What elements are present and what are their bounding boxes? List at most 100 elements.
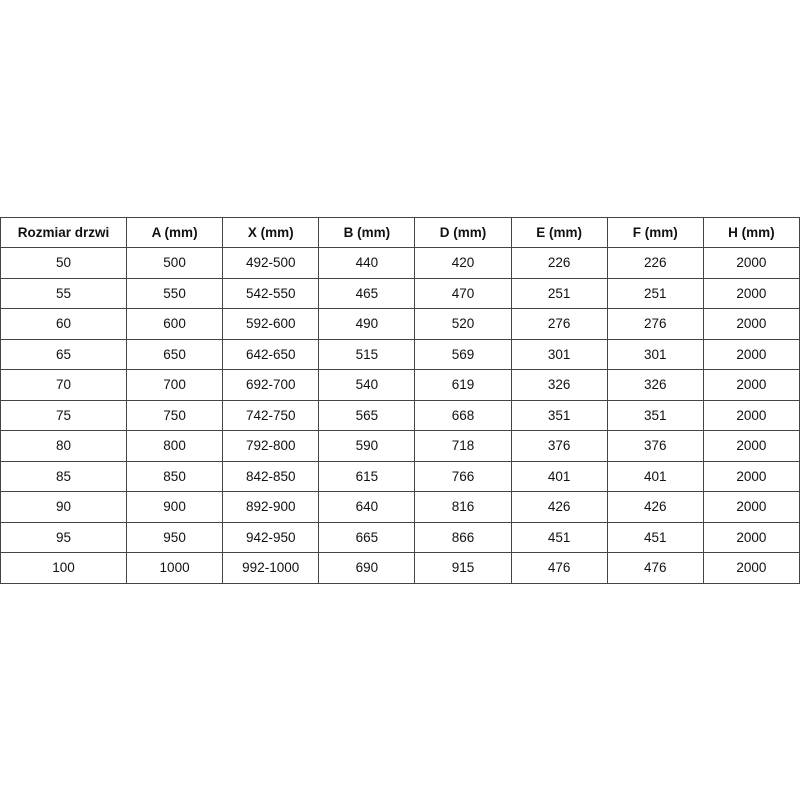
table-cell: 700 [125, 369, 224, 401]
table-cell: 550 [125, 277, 224, 309]
table-row: 90 900 892-900 640 816 426 426 2000 [0, 491, 800, 523]
table-cell: 590 [318, 430, 416, 462]
table-cell: 55 [0, 277, 127, 309]
table-cell: 351 [606, 399, 704, 431]
table-cell: 451 [606, 521, 704, 553]
table-cell: 2000 [702, 491, 800, 523]
table-cell: 226 [606, 247, 704, 279]
table-cell: 515 [318, 338, 416, 370]
table-cell: 520 [414, 308, 512, 340]
table-row: 95 950 942-950 665 866 451 451 2000 [0, 521, 800, 553]
table-cell: 376 [510, 430, 608, 462]
table-cell: 900 [125, 491, 224, 523]
column-header: D (mm) [414, 217, 512, 248]
table-row: 75 750 742-750 565 668 351 351 2000 [0, 399, 800, 431]
table-cell: 2000 [702, 430, 800, 462]
table-cell: 301 [606, 338, 704, 370]
table-cell: 668 [414, 399, 512, 431]
table-cell: 850 [125, 460, 224, 492]
column-header: X (mm) [222, 217, 320, 248]
table-cell: 569 [414, 338, 512, 370]
table-cell: 565 [318, 399, 416, 431]
table-cell: 2000 [702, 308, 800, 340]
table-cell: 251 [510, 277, 608, 309]
column-header: E (mm) [510, 217, 608, 248]
table-cell: 440 [318, 247, 416, 279]
table-cell: 100 [0, 552, 127, 584]
table-cell: 326 [606, 369, 704, 401]
table-cell: 276 [510, 308, 608, 340]
table-cell: 50 [0, 247, 127, 279]
table-cell: 500 [125, 247, 224, 279]
table-cell: 80 [0, 430, 127, 462]
table-cell: 426 [606, 491, 704, 523]
table-cell: 351 [510, 399, 608, 431]
table-cell: 2000 [702, 460, 800, 492]
header-row: Rozmiar drzwi A (mm) X (mm) B (mm) D (mm) E (… [0, 217, 800, 248]
table-cell: 85 [0, 460, 127, 492]
table-cell: 692-700 [222, 369, 320, 401]
table-cell: 465 [318, 277, 416, 309]
table-cell: 326 [510, 369, 608, 401]
table-cell: 90 [0, 491, 127, 523]
table-row: 100 1000 992-1000 690 915 476 476 2000 [0, 552, 800, 584]
table-cell: 65 [0, 338, 127, 370]
table-cell: 70 [0, 369, 127, 401]
table-cell: 301 [510, 338, 608, 370]
table-row: 80 800 792-800 590 718 376 376 2000 [0, 430, 800, 462]
table-cell: 866 [414, 521, 512, 553]
table-cell: 915 [414, 552, 512, 584]
table-cell: 276 [606, 308, 704, 340]
table-cell: 2000 [702, 521, 800, 553]
table-cell: 750 [125, 399, 224, 431]
table-cell: 476 [510, 552, 608, 584]
table-row: 55 550 542-550 465 470 251 251 2000 [0, 277, 800, 309]
table-cell: 476 [606, 552, 704, 584]
table-cell: 792-800 [222, 430, 320, 462]
table-cell: 942-950 [222, 521, 320, 553]
table-cell: 600 [125, 308, 224, 340]
table-cell: 2000 [702, 552, 800, 584]
table-cell: 1000 [125, 552, 224, 584]
table-cell: 376 [606, 430, 704, 462]
table-cell: 690 [318, 552, 416, 584]
table-cell: 665 [318, 521, 416, 553]
table-cell: 426 [510, 491, 608, 523]
door-size-table: Rozmiar drzwi A (mm) X (mm) B (mm) D (mm) E (… [0, 217, 800, 584]
table-cell: 642-650 [222, 338, 320, 370]
table-cell: 75 [0, 399, 127, 431]
table-cell: 992-1000 [222, 552, 320, 584]
table-cell: 615 [318, 460, 416, 492]
table-cell: 420 [414, 247, 512, 279]
table-cell: 470 [414, 277, 512, 309]
table-cell: 492-500 [222, 247, 320, 279]
table-row: 85 850 842-850 615 766 401 401 2000 [0, 460, 800, 492]
table-cell: 451 [510, 521, 608, 553]
table-cell: 60 [0, 308, 127, 340]
table-cell: 401 [510, 460, 608, 492]
table-cell: 640 [318, 491, 416, 523]
table-cell: 950 [125, 521, 224, 553]
table-cell: 490 [318, 308, 416, 340]
table-row: 65 650 642-650 515 569 301 301 2000 [0, 338, 800, 370]
table-cell: 2000 [702, 247, 800, 279]
column-header: Rozmiar drzwi [0, 217, 127, 248]
column-header: F (mm) [606, 217, 704, 248]
table-cell: 251 [606, 277, 704, 309]
table-cell: 619 [414, 369, 512, 401]
table-cell: 892-900 [222, 491, 320, 523]
table-cell: 542-550 [222, 277, 320, 309]
table-cell: 718 [414, 430, 512, 462]
table-row: 70 700 692-700 540 619 326 326 2000 [0, 369, 800, 401]
table-cell: 592-600 [222, 308, 320, 340]
table-cell: 2000 [702, 277, 800, 309]
table-cell: 226 [510, 247, 608, 279]
table-row: 50 500 492-500 440 420 226 226 2000 [0, 247, 800, 279]
table-row: 60 600 592-600 490 520 276 276 2000 [0, 308, 800, 340]
column-header: B (mm) [318, 217, 416, 248]
table-cell: 766 [414, 460, 512, 492]
column-header: H (mm) [702, 217, 800, 248]
column-header: A (mm) [125, 217, 224, 248]
table-cell: 540 [318, 369, 416, 401]
table-cell: 2000 [702, 338, 800, 370]
